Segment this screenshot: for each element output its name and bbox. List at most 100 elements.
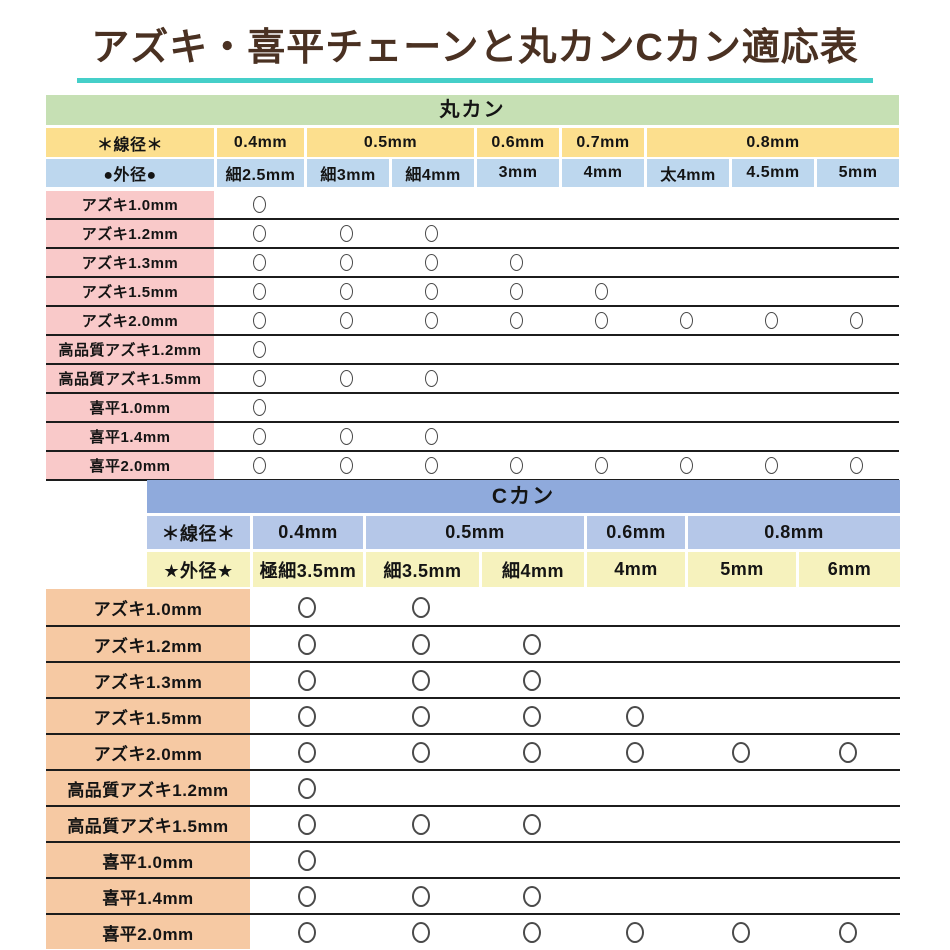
mark-cell — [685, 627, 796, 661]
mark-cell — [250, 807, 363, 841]
mark-cell — [304, 278, 389, 305]
mark-cell — [474, 365, 559, 392]
mark-cell — [814, 249, 899, 276]
outer-header-label: ★外径★ — [147, 552, 250, 587]
circle-mark — [412, 885, 430, 907]
mark-cell — [363, 915, 479, 949]
mark-cell — [559, 394, 644, 421]
circle-mark — [252, 457, 266, 474]
mark-cell — [685, 807, 796, 841]
mark-cell — [479, 663, 584, 697]
mark-cell — [214, 336, 304, 363]
mark-cell — [474, 249, 559, 276]
outer-header-label: ●外径● — [46, 159, 214, 187]
mark-cell — [363, 735, 479, 769]
circle-mark — [680, 457, 693, 474]
mark-cell — [729, 249, 814, 276]
mark-cell — [363, 843, 479, 877]
circle-mark — [425, 283, 438, 300]
mark-cell — [814, 394, 899, 421]
row-label: アズキ1.2mm — [46, 220, 214, 247]
outer-col-header: 細3mm — [304, 159, 389, 187]
mark-cell — [796, 771, 900, 805]
mark-cell — [304, 336, 389, 363]
table-row: アズキ1.2mm — [46, 625, 900, 661]
mark-cell — [559, 336, 644, 363]
circle-mark — [510, 312, 523, 329]
outer-col-header: 3mm — [474, 159, 559, 187]
mark-cell — [685, 843, 796, 877]
circle-mark — [522, 813, 541, 835]
table-row: アズキ1.5mm — [46, 697, 900, 733]
row-label: 喜平2.0mm — [46, 452, 214, 479]
mark-cell — [479, 879, 584, 913]
outer-col-header: 細4mm — [389, 159, 474, 187]
mark-cell — [363, 879, 479, 913]
row-label: 喜平1.4mm — [46, 423, 214, 450]
mark-cell — [559, 278, 644, 305]
mark-cell — [559, 191, 644, 218]
page-title: アズキ・喜平チェーンと丸カンCカン適応表 — [77, 16, 873, 83]
mark-cell — [814, 220, 899, 247]
circle-mark — [625, 741, 644, 763]
table-row: 喜平1.0mm — [46, 394, 899, 423]
table-ckan: Cカン ＊線径＊ 0.4mm 0.5mm 0.6mm 0.8mm ★外径★ 極細3.5mm 細3… — [46, 480, 900, 949]
mark-cell — [474, 220, 559, 247]
circle-mark — [297, 596, 316, 618]
outer-col-header: 極細3.5mm — [250, 552, 363, 587]
table-title: 丸カン — [46, 95, 899, 125]
mark-cell — [304, 191, 389, 218]
mark-cell — [729, 394, 814, 421]
mark-cell — [796, 663, 900, 697]
mark-cell — [389, 365, 474, 392]
circle-mark — [625, 705, 644, 727]
circle-mark — [297, 777, 316, 799]
mark-cell — [363, 771, 479, 805]
circle-mark — [412, 669, 430, 691]
mark-cell — [729, 278, 814, 305]
mark-cell — [584, 843, 685, 877]
mark-cell — [250, 627, 363, 661]
outer-col-header: 5mm — [685, 552, 796, 587]
mark-cell — [304, 423, 389, 450]
circle-mark — [412, 813, 430, 835]
mark-cell — [479, 771, 584, 805]
circle-mark — [297, 849, 316, 871]
row-label: アズキ1.0mm — [46, 589, 250, 625]
circle-mark — [252, 196, 266, 213]
mark-cell — [474, 307, 559, 334]
outer-col-header: 5mm — [814, 159, 899, 187]
mark-cell — [389, 336, 474, 363]
circle-mark — [731, 741, 750, 763]
circle-mark — [731, 921, 750, 943]
mark-cell — [814, 452, 899, 479]
circle-mark — [412, 921, 430, 943]
circle-mark — [340, 370, 353, 387]
table-row: 喜平1.4mm — [46, 423, 899, 452]
mark-cell — [584, 879, 685, 913]
mark-cell — [304, 394, 389, 421]
table-marukan: 丸カン ＊線径＊ 0.4mm 0.5mm 0.6mm 0.7mm 0.8mm ●外径● 細2.5… — [46, 95, 899, 481]
mark-cell — [389, 452, 474, 479]
mark-cell — [796, 807, 900, 841]
mark-cell — [644, 365, 729, 392]
mark-cell — [584, 699, 685, 733]
circle-mark — [522, 741, 541, 763]
mark-cell — [814, 191, 899, 218]
mark-cell — [474, 423, 559, 450]
circle-mark — [522, 885, 541, 907]
mark-cell — [250, 589, 363, 625]
mark-cell — [559, 220, 644, 247]
table-row: 喜平2.0mm — [46, 452, 899, 481]
mark-cell — [214, 278, 304, 305]
mark-cell — [474, 452, 559, 479]
mark-cell — [389, 220, 474, 247]
row-label: アズキ1.5mm — [46, 278, 214, 305]
mark-cell — [214, 191, 304, 218]
mark-cell — [304, 365, 389, 392]
mark-cell — [644, 278, 729, 305]
mark-cell — [250, 915, 363, 949]
wire-col-header: 0.4mm — [214, 128, 304, 157]
mark-cell — [474, 394, 559, 421]
mark-cell — [729, 191, 814, 218]
